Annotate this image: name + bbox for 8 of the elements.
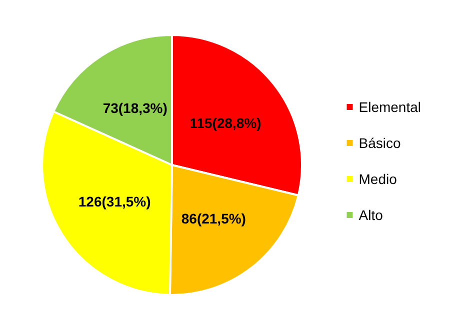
data-label: 86(21,5%) xyxy=(181,210,246,227)
data-label: 115(28,8%) xyxy=(190,114,262,131)
legend-label: Básico xyxy=(358,135,401,151)
legend-label: Medio xyxy=(358,171,398,187)
legend-label: Elemental xyxy=(358,99,422,115)
legend-label: Alto xyxy=(358,207,384,223)
data-label: 73(18,3%) xyxy=(102,100,168,116)
data-label: 126(31,5%) xyxy=(78,193,151,210)
